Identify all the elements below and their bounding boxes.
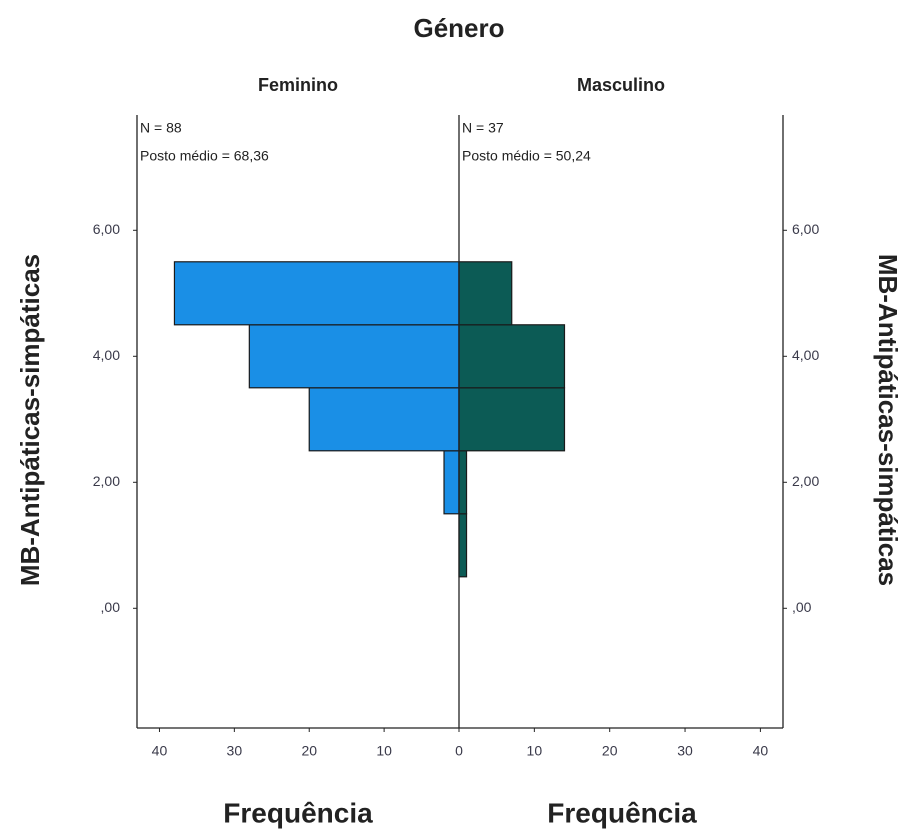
panel-label: Feminino (258, 75, 338, 95)
annotation: N = 37 (462, 120, 504, 136)
bar (458, 324, 566, 389)
y-tick-label: 4,00 (93, 347, 120, 363)
panel-label: Masculino (577, 75, 665, 95)
x-axis-label: Frequência (223, 797, 373, 828)
y-axis-label: MB-Antipáticas-simpáticas (873, 254, 903, 586)
annotation: Posto médio = 50,24 (462, 148, 591, 164)
bar (173, 261, 460, 326)
x-tick-label: 30 (227, 743, 243, 759)
bar (443, 450, 460, 515)
bar (458, 261, 513, 326)
x-axis-label: Frequência (547, 797, 697, 828)
chart-title: Género (413, 13, 504, 43)
x-tick-label: 20 (602, 743, 618, 759)
x-tick-label: 30 (677, 743, 693, 759)
y-tick-label: 2,00 (792, 473, 819, 489)
bar (308, 387, 460, 452)
x-tick-label: 0 (455, 743, 463, 759)
y-tick-label: ,00 (792, 599, 812, 615)
x-tick-label: 20 (301, 743, 317, 759)
annotation: N = 88 (140, 120, 182, 136)
y-tick-label: ,00 (101, 599, 121, 615)
x-tick-label: 40 (753, 743, 769, 759)
x-tick-label: 40 (152, 743, 168, 759)
annotation: Posto médio = 68,36 (140, 148, 269, 164)
y-tick-label: 6,00 (93, 221, 120, 237)
bar (458, 513, 468, 578)
bar (248, 324, 460, 389)
y-tick-label: 2,00 (93, 473, 120, 489)
y-tick-label: 4,00 (792, 347, 819, 363)
x-tick-label: 10 (376, 743, 392, 759)
bar (458, 387, 566, 452)
y-tick-label: 6,00 (792, 221, 819, 237)
y-axis-label: MB-Antipáticas-simpáticas (15, 254, 45, 586)
x-tick-label: 10 (527, 743, 543, 759)
bar (458, 450, 468, 515)
